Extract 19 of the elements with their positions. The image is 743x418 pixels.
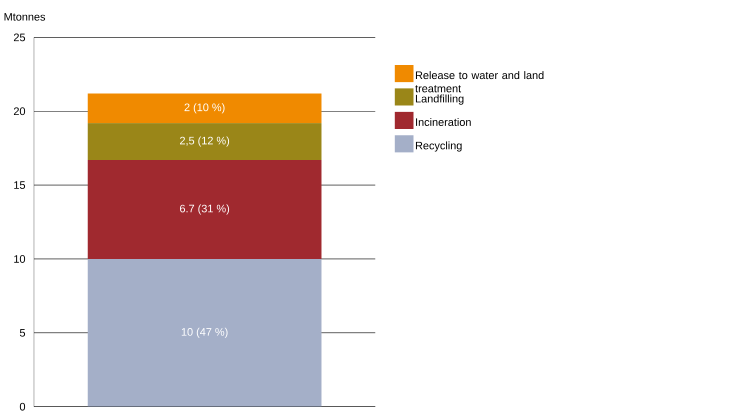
legend-label: Recycling <box>416 142 462 152</box>
y-axis-title: Mtonnes <box>4 13 46 21</box>
data-label: 2 (10 %) <box>184 103 225 114</box>
y-tick-label: 0 <box>20 403 26 411</box>
data-label: 10 (47 %) <box>182 328 228 338</box>
data-label: 2,5 (12 %) <box>180 136 230 147</box>
legend-label: Release to water and land treatment <box>415 71 544 93</box>
legend-label: Incineration <box>416 118 471 126</box>
legend-label: Landfilling <box>416 94 464 105</box>
y-tick-label: 20 <box>14 108 26 116</box>
y-tick-label: 25 <box>14 34 26 42</box>
bar <box>88 123 322 160</box>
bar <box>88 94 322 124</box>
bar <box>88 259 322 407</box>
y-tick-label: 5 <box>20 329 26 337</box>
bar <box>88 160 322 260</box>
y-tick-label: 15 <box>14 182 26 190</box>
data-label: 6.7 (31 %) <box>180 204 230 215</box>
y-tick-label: 10 <box>14 255 26 264</box>
